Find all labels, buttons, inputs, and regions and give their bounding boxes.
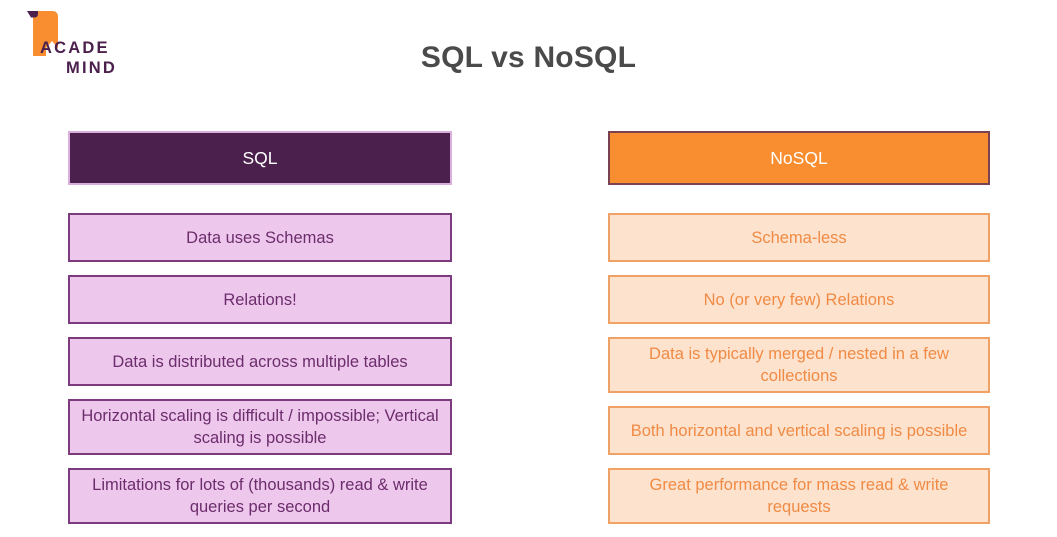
sql-item-1: Data uses Schemas xyxy=(68,213,452,262)
brand-logo: ACADE MIND xyxy=(27,8,157,77)
nosql-column-header: NoSQL xyxy=(608,131,990,185)
sql-column-header: SQL xyxy=(68,131,452,185)
sql-item-3: Data is distributed across multiple tabl… xyxy=(68,337,452,386)
nosql-column: NoSQL Schema-less No (or very few) Relat… xyxy=(608,131,990,537)
brand-wordmark: ACADE MIND xyxy=(40,38,160,78)
nosql-item-1: Schema-less xyxy=(608,213,990,262)
wordmark-line-1: ACADE xyxy=(40,39,110,57)
nosql-item-4: Both horizontal and vertical scaling is … xyxy=(608,406,990,455)
nosql-item-5: Great performance for mass read & write … xyxy=(608,468,990,524)
sql-column: SQL Data uses Schemas Relations! Data is… xyxy=(68,131,452,537)
academind-flag-icon xyxy=(27,8,59,56)
sql-item-2: Relations! xyxy=(68,275,452,324)
nosql-item-3: Data is typically merged / nested in a f… xyxy=(608,337,990,393)
wordmark-line-2: MIND xyxy=(66,59,117,77)
sql-item-4: Horizontal scaling is difficult / imposs… xyxy=(68,399,452,455)
nosql-item-2: No (or very few) Relations xyxy=(608,275,990,324)
sql-item-5: Limitations for lots of (thousands) read… xyxy=(68,468,452,524)
page-title: SQL vs NoSQL xyxy=(420,41,637,74)
